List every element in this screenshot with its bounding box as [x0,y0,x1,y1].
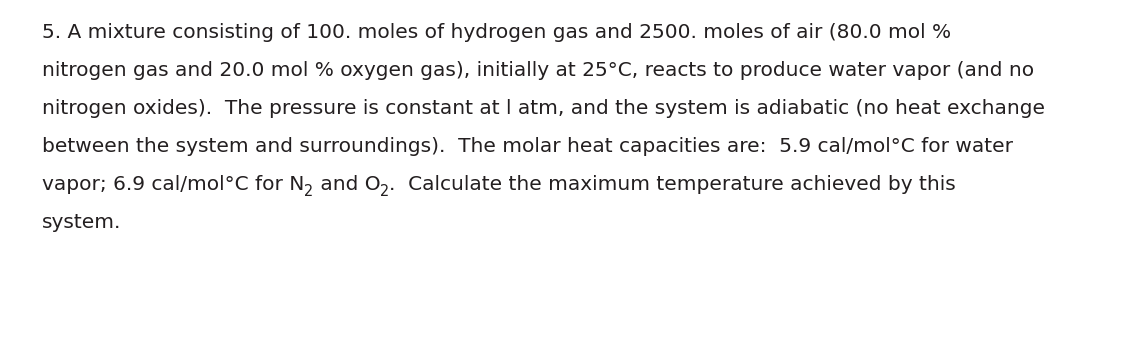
Text: 2: 2 [304,184,313,199]
Text: 5. A mixture consisting of 100. moles of hydrogen gas and 2500. moles of air (80: 5. A mixture consisting of 100. moles of… [42,23,951,42]
Text: between the system and surroundings).  The molar heat capacities are:  5.9 cal/m: between the system and surroundings). Th… [42,137,1013,156]
Text: system.: system. [42,213,121,232]
Text: 2: 2 [381,184,390,199]
Text: and O: and O [313,175,381,194]
Text: .  Calculate the maximum temperature achieved by this: . Calculate the maximum temperature achi… [390,175,957,194]
Text: nitrogen gas and 20.0 mol % oxygen gas), initially at 25°C, reacts to produce wa: nitrogen gas and 20.0 mol % oxygen gas),… [42,61,1034,80]
Text: nitrogen oxides).  The pressure is constant at l atm, and the system is adiabati: nitrogen oxides). The pressure is consta… [42,99,1046,118]
Text: vapor; 6.9 cal/mol°C for N: vapor; 6.9 cal/mol°C for N [42,175,304,194]
